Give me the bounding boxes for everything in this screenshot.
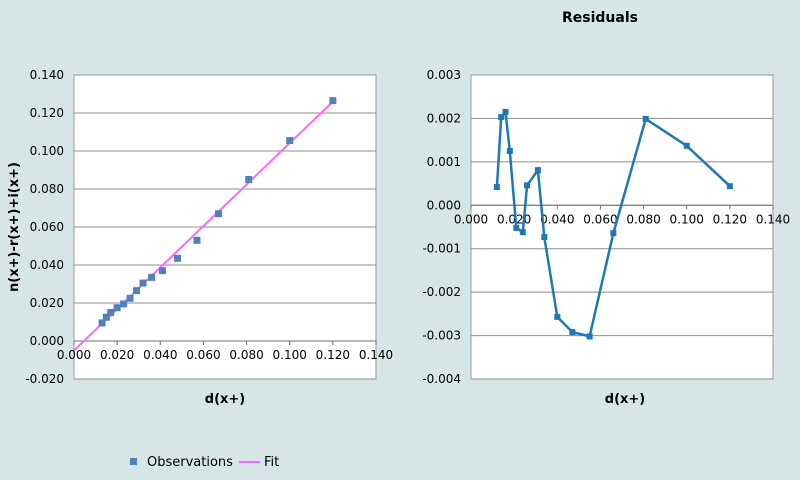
- legend: Observations Fit: [130, 455, 279, 470]
- fit-x-tick-label: 0.060: [186, 348, 220, 362]
- legend-observations-label: Observations: [147, 455, 233, 470]
- fit-marks: [73, 97, 337, 352]
- observation-point: [245, 176, 253, 183]
- residual-point: [569, 329, 576, 336]
- residual-y-tick-label: 0.002: [427, 111, 461, 125]
- fit-x-tick-label: 0.000: [57, 348, 91, 362]
- fit-y-tick-label: 0.140: [30, 68, 64, 82]
- residual-point: [554, 313, 561, 320]
- fit-y-tick-label: 0.080: [30, 182, 64, 196]
- residual-x-tick-label: 0.060: [583, 212, 617, 226]
- residual-y-tick-label: -0.004: [422, 372, 461, 386]
- fit-x-tick-label: 0.100: [273, 348, 307, 362]
- fit-x-tick-label: 0.020: [100, 348, 134, 362]
- residual-point: [519, 229, 526, 236]
- observation-point: [113, 304, 121, 312]
- residual-gridlines: [470, 74, 774, 380]
- residual-y-tick-label: -0.002: [422, 285, 461, 299]
- residual-point: [726, 183, 733, 190]
- residual-line: [495, 110, 731, 338]
- fit-y-tick-label: 0.020: [30, 296, 64, 310]
- legend-observations-marker: [130, 458, 137, 465]
- fit-x-tick-label: 0.040: [143, 348, 177, 362]
- observation-point: [120, 300, 128, 308]
- plot-area-residuals: [470, 74, 774, 380]
- fit-y-tick-label: 0.120: [30, 106, 64, 120]
- observation-point: [102, 313, 110, 321]
- residual-point: [502, 108, 509, 115]
- residual-y-tick-label: 0.003: [427, 68, 461, 82]
- residual-point: [513, 224, 520, 231]
- residual-y-tick-label: -0.003: [422, 329, 461, 343]
- fit-y-tick-label: 0.040: [30, 258, 64, 272]
- residual-x-tick-label: 0.040: [540, 212, 574, 226]
- fit-y-axis-label: n(x+)-r(x+)+i(x+): [7, 162, 22, 292]
- observation-point: [139, 279, 147, 287]
- residual-y-tick-label: 0.001: [427, 155, 461, 169]
- observation-point: [329, 97, 337, 105]
- observation-point: [158, 267, 166, 275]
- fit-y-tick-label: -0.020: [25, 372, 64, 386]
- fit-x-axis-label: d(x+): [205, 392, 245, 407]
- observation-point: [148, 273, 156, 281]
- observation-point: [174, 254, 182, 262]
- residual-point: [541, 233, 548, 240]
- residuals-title: Residuals: [562, 10, 638, 26]
- observation-point: [286, 137, 294, 145]
- legend-fit-label: Fit: [264, 455, 279, 470]
- observation-point: [193, 236, 201, 244]
- residual-y-tick-label: -0.001: [422, 242, 461, 256]
- residual-point: [524, 182, 531, 189]
- residual-x-tick-label: 0.080: [626, 212, 660, 226]
- residual-point: [683, 142, 690, 149]
- residual-x-tick-label: 0.140: [756, 212, 790, 226]
- residual-x-axis-label: d(x+): [605, 392, 645, 407]
- residual-point: [642, 115, 649, 122]
- residual-point: [586, 333, 593, 340]
- residual-marks: [493, 108, 733, 340]
- fit-y-tick-label: 0.060: [30, 220, 64, 234]
- observation-point: [126, 294, 134, 302]
- residual-tick-labels: -0.004 -0.003 -0.002 -0.001 0.000 0.001 0.002 0…: [422, 68, 790, 386]
- residual-y-tick-label: 0.000: [427, 198, 461, 212]
- observation-point: [215, 210, 223, 218]
- residual-x-tick-label: 0.000: [454, 212, 488, 226]
- fit-x-tick-label: 0.120: [316, 348, 350, 362]
- fit-x-tick-label: 0.140: [359, 348, 393, 362]
- residual-x-tick-label: 0.120: [713, 212, 747, 226]
- fit-y-tick-label: 0.100: [30, 144, 64, 158]
- residual-point: [610, 230, 617, 237]
- observation-point: [98, 319, 106, 327]
- residual-x-tick-label: 0.100: [670, 212, 704, 226]
- residual-point: [534, 167, 541, 174]
- observation-point: [133, 287, 141, 295]
- fit-y-tick-label: 0.000: [30, 334, 64, 348]
- fit-x-tick-label: 0.080: [229, 348, 263, 362]
- fit-gridlines: [73, 74, 377, 380]
- residual-point: [493, 184, 500, 191]
- observation-point: [107, 309, 115, 316]
- residual-point: [498, 114, 505, 121]
- fit-tick-labels: -0.020 0.000 0.020 0.040 0.060 0.080 0.100 0.12…: [25, 68, 393, 386]
- residual-point: [506, 148, 513, 154]
